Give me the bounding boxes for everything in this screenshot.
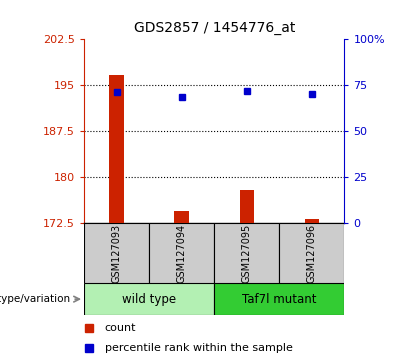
Bar <box>304 219 319 223</box>
Bar <box>239 190 254 223</box>
Bar <box>109 75 124 223</box>
Bar <box>84 283 214 315</box>
Text: GSM127093: GSM127093 <box>112 223 121 283</box>
Text: genotype/variation: genotype/variation <box>0 294 71 304</box>
Bar <box>214 283 344 315</box>
Bar <box>174 211 189 223</box>
Text: percentile rank within the sample: percentile rank within the sample <box>105 343 293 353</box>
Text: GSM127095: GSM127095 <box>242 223 252 283</box>
Title: GDS2857 / 1454776_at: GDS2857 / 1454776_at <box>134 21 295 35</box>
Bar <box>149 223 214 283</box>
Bar <box>214 223 279 283</box>
Text: count: count <box>105 323 136 333</box>
Text: GSM127096: GSM127096 <box>307 223 317 283</box>
Bar <box>279 223 344 283</box>
Text: wild type: wild type <box>122 293 176 306</box>
Text: Taf7l mutant: Taf7l mutant <box>242 293 317 306</box>
Bar <box>84 223 149 283</box>
Text: GSM127094: GSM127094 <box>177 223 186 283</box>
